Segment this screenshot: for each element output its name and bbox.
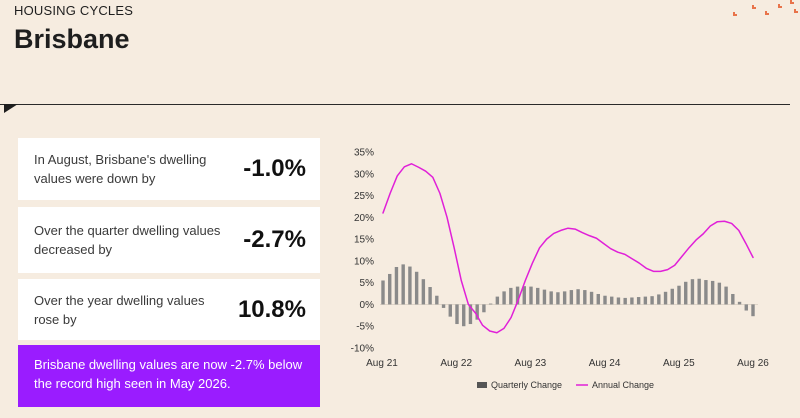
y-tick-label: -5% [356, 322, 374, 333]
y-tick-label: -10% [351, 344, 374, 355]
x-tick-label: Aug 21 [366, 358, 398, 369]
x-tick-label: Aug 22 [440, 358, 472, 369]
y-tick-label: 35% [354, 148, 374, 159]
y-tick-label: 5% [360, 278, 375, 289]
stat-description: Over the year dwelling values rose by [34, 292, 205, 327]
quarterly-change-bar [495, 296, 500, 305]
quarterly-change-bar [737, 301, 742, 305]
record-high-callout: Brisbane dwelling values are now -2.7% b… [18, 345, 320, 407]
stat-description: In August, Brisbane's dwelling values we… [34, 152, 207, 186]
quarterly-change-bar [596, 293, 600, 305]
stat-value: -2.7% [243, 226, 306, 253]
stat-card-annual: Over the year dwelling values rose by 10… [18, 279, 320, 340]
quarterly-change-bar [657, 294, 661, 305]
quarterly-change-bar [677, 285, 681, 305]
stat-card-monthly: In August, Brisbane's dwelling values we… [18, 138, 320, 200]
quarterly-change-bar [569, 290, 574, 305]
decorative-confetti-icon [733, 0, 798, 16]
quarterly-change-bar [724, 286, 728, 305]
y-tick-label: 30% [354, 169, 374, 180]
housing-cycle-chart: 35% 30% 25% 20% 15% 10% 5% 0% -5% -10% Aug 21 Aug 2… [351, 148, 770, 391]
quarterly-change-bar [529, 286, 533, 305]
quarterly-change-bar [502, 291, 506, 305]
quarterly-change-bar [603, 295, 607, 305]
y-tick-label: 10% [354, 256, 374, 267]
quarterly-change-bar [583, 290, 587, 305]
quarterly-change-bar [488, 303, 493, 305]
quarterly-change-bar [610, 296, 614, 305]
quarterly-change-bar [751, 304, 755, 317]
quarterly-change-bar [562, 291, 567, 305]
quarterly-change-bar [636, 297, 641, 305]
quarterly-change-bar [623, 297, 627, 305]
quarterly-change-bar [509, 287, 513, 305]
quarterly-change-bar [576, 289, 580, 305]
quarterly-change-bar [468, 304, 473, 325]
quarterly-change-bar [515, 286, 520, 305]
quarterly-change-bar [381, 280, 385, 305]
quarterly-change-bar [670, 288, 674, 305]
quarterly-change-bar [704, 280, 708, 305]
header-divider [0, 104, 790, 105]
quarterly-change-bar [643, 296, 648, 305]
quarterly-change-bar [475, 304, 479, 320]
quarterly-change-bar [549, 291, 553, 305]
stat-description: Over the quarter dwelling values decreas… [34, 223, 221, 257]
quarterly-change-bar [744, 304, 748, 311]
quarterly-change-bar [435, 295, 439, 305]
divider-marker-icon [4, 104, 18, 113]
legend-label-quarterly: Quarterly Change [491, 380, 562, 390]
y-tick-label: 25% [354, 191, 374, 202]
page-title: Brisbane [14, 24, 130, 54]
x-tick-label: Aug 25 [663, 358, 695, 369]
quarterly-change-bar [421, 279, 426, 305]
quarterly-change-bar [388, 273, 392, 305]
quarterly-change-bar [697, 278, 701, 305]
annual-change-line [382, 163, 754, 334]
quarterly-change-bar [589, 291, 594, 305]
quarterly-change-bar [455, 304, 459, 325]
stat-card-quarterly: Over the quarter dwelling values decreas… [18, 207, 320, 273]
quarterly-change-bar [731, 293, 735, 305]
quarterly-change-bar [522, 286, 526, 305]
quarterly-change-bar [448, 304, 452, 317]
quarterly-change-bar [542, 289, 547, 305]
y-tick-label: 15% [354, 235, 374, 246]
quarterly-change-bar [717, 282, 722, 305]
quarterly-change-bar [684, 281, 688, 305]
x-tick-label: Aug 26 [737, 358, 769, 369]
quarterly-change-bar [663, 291, 668, 305]
quarterly-change-bar [536, 287, 540, 305]
legend-label-annual: Annual Change [592, 380, 654, 390]
x-tick-label: Aug 23 [515, 358, 547, 369]
x-tick-label: Aug 24 [589, 358, 621, 369]
legend-swatch-quarterly [477, 382, 487, 388]
quarterly-change-bar [394, 266, 399, 305]
quarterly-change-bar [710, 280, 715, 305]
quarterly-change-bar [690, 279, 695, 305]
quarterly-change-bar [462, 304, 466, 327]
quarterly-change-bar [428, 287, 432, 305]
quarterly-change-bar [401, 264, 405, 305]
quarterly-change-bar [630, 297, 634, 305]
quarterly-change-bar [616, 297, 621, 305]
quarterly-change-bar [441, 304, 446, 308]
quarterly-change-bar [556, 292, 560, 305]
quarterly-change-bar [482, 304, 486, 313]
quarterly-change-bar [408, 266, 412, 305]
stat-value: -1.0% [243, 155, 306, 182]
y-tick-label: 0% [360, 300, 375, 311]
section-label: HOUSING CYCLES [14, 3, 134, 18]
quarterly-change-bar [650, 296, 654, 305]
quarterly-change-bar [414, 271, 419, 305]
stat-value: 10.8% [237, 295, 306, 323]
y-tick-label: 20% [354, 213, 374, 224]
